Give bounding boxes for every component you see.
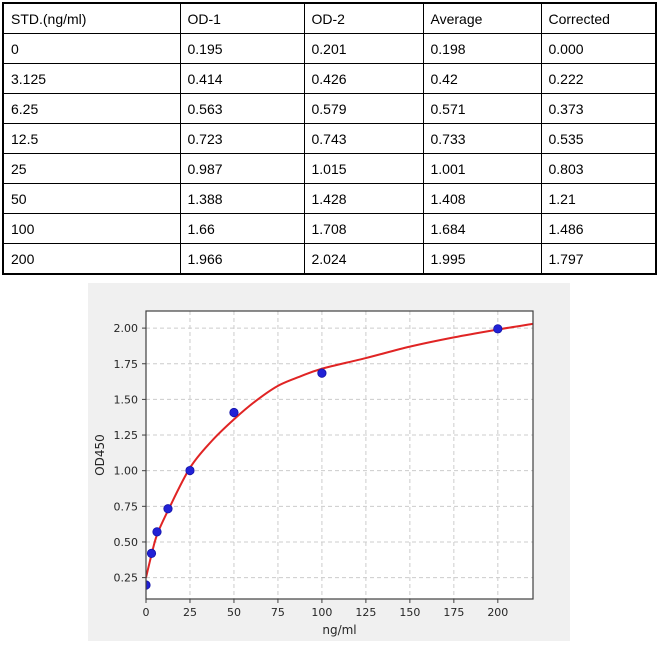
- y-tick-label: 1.75: [114, 358, 139, 371]
- data-point: [146, 548, 157, 558]
- data-point: [163, 504, 173, 514]
- table-row: 50 1.388 1.428 1.408 1.21: [2, 183, 657, 214]
- table-cell: 0.426: [303, 63, 424, 94]
- table-cell: 0.42: [422, 63, 542, 94]
- table-cell: 12.5: [2, 123, 181, 154]
- table-cell: 1.408: [422, 183, 542, 214]
- table-cell: 0.198: [422, 33, 542, 64]
- standards-table: STD.(ng/ml) OD-1 OD-2 Average Corrected 0 0.1…: [2, 2, 657, 275]
- x-tick-label: 175: [443, 606, 464, 619]
- data-point: [185, 465, 195, 476]
- table-cell: 200: [2, 243, 181, 275]
- table-cell: 1.428: [303, 183, 424, 214]
- x-tick-label: 200: [487, 606, 508, 619]
- table-cell: 3.125: [2, 63, 181, 94]
- table-cell: 0.803: [540, 153, 657, 184]
- table-cell: 0.535: [540, 123, 657, 154]
- data-point: [317, 368, 327, 378]
- x-tick-label: 125: [355, 606, 376, 619]
- column-header: OD-2: [303, 2, 424, 34]
- table-cell: 1.388: [179, 183, 305, 214]
- x-tick-label: 25: [183, 606, 197, 619]
- table-cell: 50: [2, 183, 181, 214]
- column-header: OD-1: [179, 2, 305, 34]
- y-tick-label: 0.25: [114, 572, 139, 585]
- x-tick-label: 75: [271, 606, 285, 619]
- plot-border: [145, 310, 534, 600]
- table-cell: 1.966: [179, 243, 305, 275]
- table-cell: 0.733: [422, 123, 542, 154]
- table-row: 3.125 0.414 0.426 0.42 0.222: [2, 63, 657, 94]
- table-cell: 6.25: [2, 93, 181, 124]
- table-cell: 0.414: [179, 63, 305, 94]
- data-point: [146, 580, 151, 590]
- table-cell: 25: [2, 153, 181, 184]
- table-cell: 0.579: [303, 93, 424, 124]
- y-tick-label: 1.50: [114, 393, 139, 406]
- data-point: [229, 407, 239, 418]
- plot-area: [146, 311, 533, 599]
- y-tick-label: 1.25: [114, 429, 139, 442]
- table-cell: 0.987: [179, 153, 305, 184]
- table-cell: 0.373: [540, 93, 657, 124]
- column-header: STD.(ng/ml): [2, 2, 181, 34]
- table-row: 0 0.195 0.201 0.198 0.000: [2, 33, 657, 64]
- table-cell: 0.195: [179, 33, 305, 64]
- y-axis-label: OD450: [93, 434, 107, 476]
- table-cell: 0.723: [179, 123, 305, 154]
- table-row: 6.25 0.563 0.579 0.571 0.373: [2, 93, 657, 124]
- data-point: [493, 324, 503, 334]
- y-tick-label: 1.00: [114, 465, 139, 478]
- x-tick-label: 150: [399, 606, 420, 619]
- table-cell: 0.563: [179, 93, 305, 124]
- table-row: 25 0.987 1.015 1.001 0.803: [2, 153, 657, 184]
- fitted-curve-line: [146, 322, 533, 578]
- x-axis-label: ng/ml: [322, 623, 356, 637]
- table-cell: 0: [2, 33, 181, 64]
- table-cell: 1.995: [422, 243, 542, 275]
- standard-curve-chart: 0 25 50 75 100 125 150 175 200 0.25 0.50 0.75 1.00 1.…: [93, 310, 534, 637]
- table-cell: 0.222: [540, 63, 657, 94]
- y-tick-label: 0.75: [114, 500, 139, 513]
- table-cell: 1.015: [303, 153, 424, 184]
- table-cell: 1.797: [540, 243, 657, 275]
- table-row: 200 1.966 2.024 1.995 1.797: [2, 243, 657, 275]
- table-cell: 0.571: [422, 93, 542, 124]
- x-tick-label: 50: [227, 606, 241, 619]
- table-cell: 0.201: [303, 33, 424, 64]
- column-header: Average: [422, 2, 542, 34]
- table-cell: 1.21: [540, 183, 657, 214]
- table-cell: 1.684: [422, 213, 542, 244]
- y-tick-label: 0.50: [114, 536, 139, 549]
- y-tick-label: 2.00: [114, 322, 139, 335]
- table-cell: 1.486: [540, 213, 657, 244]
- column-header: Corrected: [540, 2, 657, 34]
- table-cell: 1.708: [303, 213, 424, 244]
- table-cell: 0.000: [540, 33, 657, 64]
- standard-curve-figure: 0 25 50 75 100 125 150 175 200 0.25 0.50 0.75 1.00 1.…: [88, 283, 570, 641]
- table-row: 12.5 0.723 0.743 0.733 0.535: [2, 123, 657, 154]
- table-cell: 100: [2, 213, 181, 244]
- data-point: [152, 527, 162, 537]
- x-tick-label: 100: [311, 606, 332, 619]
- table-row: 100 1.66 1.708 1.684 1.486: [2, 213, 657, 244]
- table-cell: 1.001: [422, 153, 542, 184]
- table-cell: 1.66: [179, 213, 305, 244]
- x-tick-label: 0: [143, 606, 150, 619]
- table-cell: 2.024: [303, 243, 424, 275]
- table-cell: 0.743: [303, 123, 424, 154]
- table-header-row: STD.(ng/ml) OD-1 OD-2 Average Corrected: [2, 2, 657, 34]
